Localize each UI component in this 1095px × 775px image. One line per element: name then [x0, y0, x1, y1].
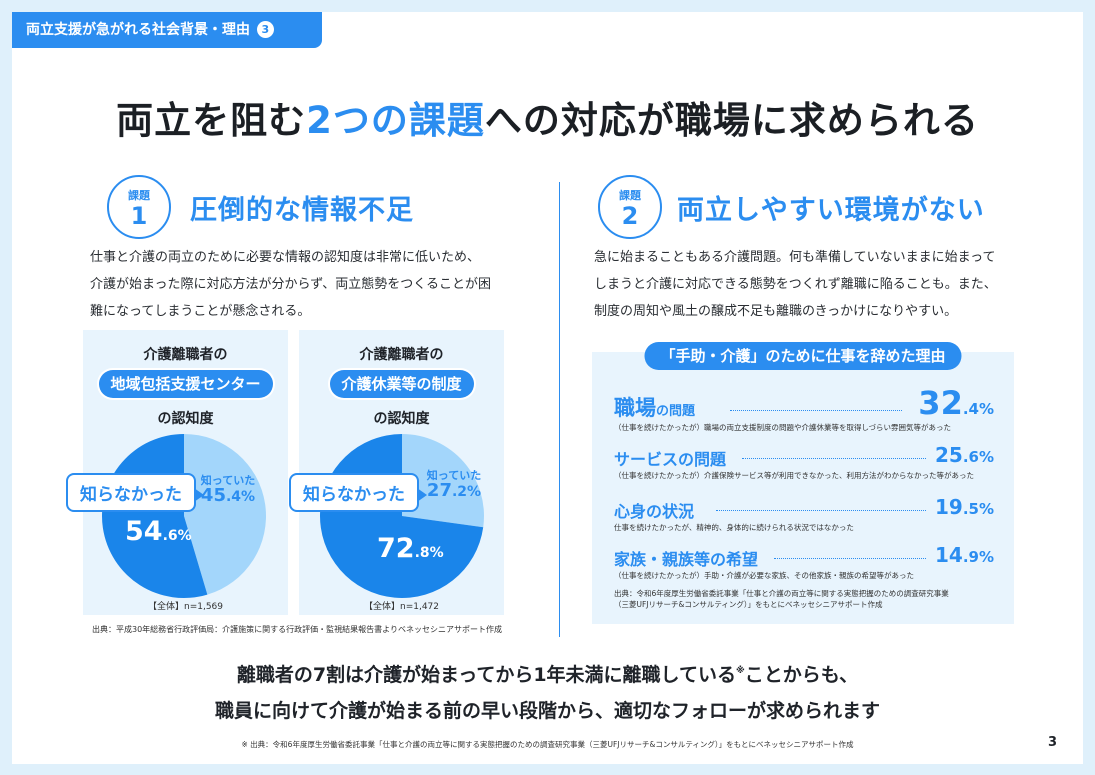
title-part1: 両立を阻む — [116, 99, 307, 142]
issue2-text: 急に始まることもある介護問題。何も準備していないままに始まって しまうと介護に対… — [594, 244, 997, 325]
pie-label-knew: 知っていた 27.2% — [419, 468, 489, 500]
callout-unknown: 知らなかった — [66, 473, 204, 512]
reason-name: 家族・親族等の希望 — [614, 550, 759, 569]
leader-dots — [730, 410, 902, 411]
pie-slice-knew — [184, 434, 266, 595]
page-number: 3 — [1047, 735, 1057, 750]
pie-label-unknown-value: 54.6% — [125, 516, 192, 547]
slice-value-int: 45 — [200, 485, 226, 506]
issue2-badge-label: 課題 — [619, 189, 641, 202]
chart-title-highlight: 介護休業等の制度 — [329, 370, 474, 398]
reason-percent: 25.6% — [934, 443, 994, 467]
slice-value-int: 27 — [426, 480, 452, 501]
title-highlight: 2つの課題 — [306, 99, 485, 142]
reason-name: サービスの問題 — [614, 450, 727, 469]
issue1-text-line: 介護が始まった際に対応方法が分からず、両立態勢をつくることが困 — [90, 277, 492, 292]
reason-row-workplace: 職場の問題 32.4% （仕事を続けたかったが）職場の両立支援制度の問題や介護休… — [614, 384, 994, 432]
chart-title-suffix: の認知度 — [157, 411, 214, 427]
issue2-badge: 課題 2 — [598, 175, 662, 239]
issue1-badge-number: 1 — [130, 202, 148, 230]
chart-title-suffix: の認知度 — [373, 411, 430, 427]
charts-source-note: 出典：平成30年総務省行政評価局：介護施策に関する行政評価・監視結果報告書よりベ… — [92, 625, 503, 634]
leader-dots — [774, 558, 926, 559]
reason-name: 心身の状況 — [614, 502, 695, 521]
slice-label-text: 知っていた — [426, 469, 482, 482]
pie-label-knew: 知っていた 45.4% — [193, 473, 263, 505]
leader-dots — [716, 510, 926, 511]
reason-description: （仕事を続けたかったが）手助・介護が必要な家族、その他家族・親族の希望等があった — [614, 571, 914, 580]
reason-percent: 19.5% — [934, 495, 994, 519]
callout-unknown: 知らなかった — [289, 473, 427, 512]
issue1-text-line: 難になってしまうことが懸念される。 — [90, 304, 311, 319]
leader-dots — [742, 458, 926, 459]
slice-value-int: 54 — [125, 516, 163, 547]
bottom-message-line2: 職員に向けて介護が始まる前の早い段階から、適切なフォローが求められます — [214, 700, 880, 722]
reason-name: 職場の問題 — [614, 396, 696, 420]
reason-description: 仕事を続けたかったが、精神的、身体的に続けられる状況ではなかった — [614, 523, 854, 532]
issue2-text-line: 制度の周知や風土の醸成不足も離職のきっかけになりやすい。 — [594, 304, 958, 319]
reasons-panel: 「手助・介護」のために仕事を辞めた理由 職場の問題 32.4% （仕事を続けたか… — [592, 342, 1014, 624]
reason-description: （仕事を続けたかったが）介護保険サービス等が利用できなかった、利用方法がわからな… — [614, 471, 974, 480]
chart-title-prefix: 介護離職者の — [143, 347, 228, 363]
bottom-message-line1: 離職者の7割は介護が始まってから1年未満に離職している※ことからも、 — [236, 664, 859, 686]
slice-value-dec: .2% — [451, 484, 482, 500]
issue2-badge-number: 2 — [621, 202, 639, 230]
reason-percent: 14.9% — [934, 543, 994, 567]
reasons-title: 「手助・介護」のために仕事を辞めた理由 — [644, 342, 962, 370]
footnote: ※ 出典：令和6年度厚生労働省委託事業「仕事と介護の両立等に関する実態把握のため… — [241, 740, 854, 749]
slice-value-dec: .6% — [162, 528, 192, 544]
slice-value-int: 72 — [377, 533, 415, 564]
sample-size-label: 【全体】n=1,569 — [147, 602, 223, 612]
sample-size-label: 【全体】n=1,472 — [363, 602, 439, 612]
section-number-badge: 3 — [256, 21, 274, 38]
section-tab-label: 両立支援が急がれる社会背景・理由 — [26, 22, 250, 38]
issue1-text: 仕事と介護の両立のために必要な情報の認知度は非常に低いため、 介護が始まった際に… — [90, 244, 491, 325]
slice-label-text: 知っていた — [200, 474, 256, 487]
chart-title-prefix: 介護離職者の — [359, 347, 444, 363]
section-tab: 両立支援が急がれる社会背景・理由 3 — [12, 12, 322, 48]
issue2-text-line: 急に始まることもある介護問題。何も準備していないままに始まって — [594, 250, 996, 265]
reasons-source-note: 出典：令和6年度厚生労働省委託事業「仕事と介護の両立等に関する実態把握のための調… — [614, 589, 949, 609]
document-page: 両立支援が急がれる社会背景・理由 3 両立を阻む2つの課題への対応が職場に求めら… — [12, 12, 1083, 764]
issue1-badge: 課題 1 — [107, 175, 171, 239]
reason-row-family: 家族・親族等の希望 14.9% （仕事を続けたかったが）手助・介護が必要な家族、… — [614, 543, 994, 586]
pie-label-unknown-value: 72.8% — [377, 533, 444, 564]
reason-row-service: サービスの問題 25.6% （仕事を続けたかったが）介護保険サービス等が利用でき… — [614, 443, 994, 486]
reason-description: （仕事を続けたかったが）職場の両立支援制度の問題や介護休業等を取得しづらい雰囲気… — [614, 423, 952, 432]
issue2-text-line: しまうと介護に対応できる態勢をつくれず離職に陥ることも。また、 — [594, 277, 997, 292]
title-part2: への対応が職場に求められる — [484, 99, 979, 142]
page-title: 両立を阻む2つの課題への対応が職場に求められる — [12, 90, 1083, 144]
slice-value-dec: .4% — [225, 489, 256, 505]
column-divider — [559, 182, 560, 637]
issue2-heading: 両立しやすい環境がない — [677, 195, 985, 226]
slice-value-dec: .8% — [414, 545, 444, 561]
issue1-heading: 圧倒的な情報不足 — [190, 195, 414, 226]
issue1-text-line: 仕事と介護の両立のために必要な情報の認知度は非常に低いため、 — [90, 250, 481, 265]
pie-chart-leave-system — [320, 434, 484, 598]
reason-percent: 32.4% — [918, 384, 994, 422]
chart-title-highlight: 地域包括支援センター — [98, 370, 273, 398]
reason-row-health: 心身の状況 19.5% 仕事を続けたかったが、精神的、身体的に続けられる状況では… — [614, 495, 994, 538]
issue1-badge-label: 課題 — [128, 189, 150, 202]
pie-slice-knew — [402, 434, 484, 528]
